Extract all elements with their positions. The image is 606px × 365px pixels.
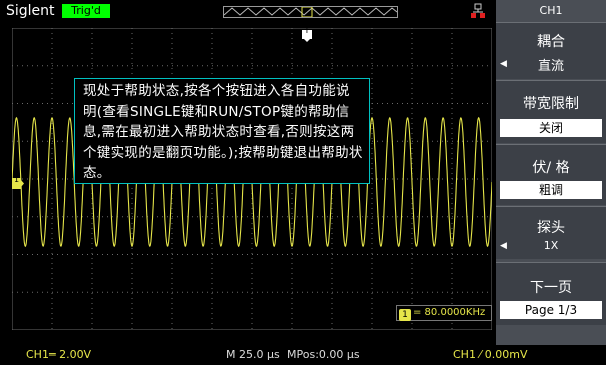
volts-div-label: 伏/ 格 [532,160,570,176]
trigger-marker-label: T [304,26,310,35]
trigger-status-badge: Trig'd [62,4,110,18]
status-bar [0,0,496,22]
menu-item-probe[interactable]: 探头 ◀ 1X [496,206,606,259]
bandwidth-label: 带宽限制 [523,96,579,112]
menu-item-bandwidth-limit[interactable]: 带宽限制 关闭 [496,80,606,143]
horizontal-position-readout: MPos:0.00 µs [287,348,360,361]
next-page-label: 下一页 [530,280,572,296]
probe-value: 1X [543,239,559,252]
network-icon [470,3,486,19]
ch1-badge-icon: 1 [399,309,411,321]
trigger-level-readout: CH1 ⁄ 0.00mV [453,348,528,361]
arrow-left-icon: ◀ [500,241,507,251]
bandwidth-value: 关闭 [500,119,602,137]
menu-title: CH1 [539,4,563,17]
memory-overview [223,6,398,18]
ch1-ground-marker[interactable]: 1 [12,174,24,189]
coupling-value: 直流 [537,59,564,74]
bottom-status-bar: CH1═ 2.00V M 25.0 µs MPos:0.00 µs CH1 ⁄ … [0,345,606,365]
arrow-left-icon: ◀ [500,59,507,69]
channel-menu: CH1 耦合 ◀ 直流 带宽限制 关闭 伏/ 格 粗调 探头 ◀ 1X 下一页 … [496,0,606,345]
brand-logo: Siglent [6,3,55,19]
menu-item-volts-div[interactable]: 伏/ 格 粗调 [496,144,606,205]
memory-overview-wave [224,7,397,16]
next-page-value: Page 1/3 [500,301,602,319]
coupling-label: 耦合 [537,34,565,50]
frequency-readout: 1 = 80.0000KHz [396,305,492,321]
memory-window [301,7,313,17]
volts-div-value: 粗调 [500,181,602,199]
probe-label: 探头 [537,220,565,236]
help-message-box: 现处于帮助状态,按各个按钮进入各自功能说明(查看SINGLE键和RUN/STOP… [74,78,370,184]
ch1-marker-label: 1 [13,175,20,184]
menu-item-next-page[interactable]: 下一页 Page 1/3 [496,262,606,325]
menu-item-coupling[interactable]: 耦合 ◀ 直流 [496,22,606,79]
frequency-value: = 80.0000KHz [413,307,486,318]
trigger-position-marker[interactable]: T [302,26,312,42]
ch1-vertical-scale: CH1═ 2.00V [26,348,92,361]
timebase-readout: M 25.0 µs [226,348,280,361]
